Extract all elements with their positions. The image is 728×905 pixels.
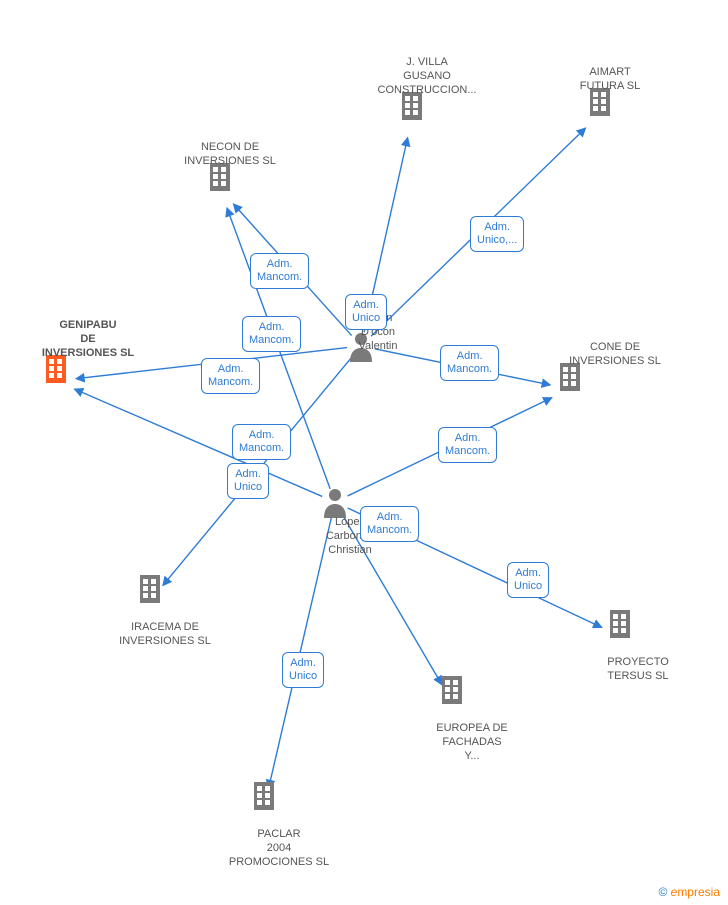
edge-label: Adm. Unico [345, 294, 387, 330]
edge-label: Adm. Mancom. [242, 316, 301, 352]
person-node[interactable] [347, 330, 375, 362]
edge-label: Adm. Mancom. [250, 253, 309, 289]
company-node[interactable] [41, 351, 71, 385]
edge-label: Adm. Mancom. [232, 424, 291, 460]
brand-name: mpresia [677, 885, 720, 899]
network-canvas [0, 0, 728, 905]
edge-label: Adm. Mancom. [360, 506, 419, 542]
company-node[interactable] [205, 159, 235, 193]
credit-watermark: © empresia [658, 885, 720, 899]
company-node[interactable] [397, 88, 427, 122]
edge-label: Adm. Mancom. [201, 358, 260, 394]
company-node[interactable] [437, 672, 467, 706]
edge-label: Adm. Unico,... [470, 216, 524, 252]
edge-label: Adm. Mancom. [438, 427, 497, 463]
company-node[interactable] [249, 778, 279, 812]
edge-label: Adm. Mancom. [440, 345, 499, 381]
edge-label: Adm. Unico [282, 652, 324, 688]
copyright-symbol: © [658, 885, 667, 899]
company-node[interactable] [555, 359, 585, 393]
edge-label: Adm. Unico [507, 562, 549, 598]
company-node[interactable] [135, 571, 165, 605]
person-node[interactable] [321, 486, 349, 518]
company-node[interactable] [585, 84, 615, 118]
company-node[interactable] [605, 606, 635, 640]
edge-label: Adm. Unico [227, 463, 269, 499]
